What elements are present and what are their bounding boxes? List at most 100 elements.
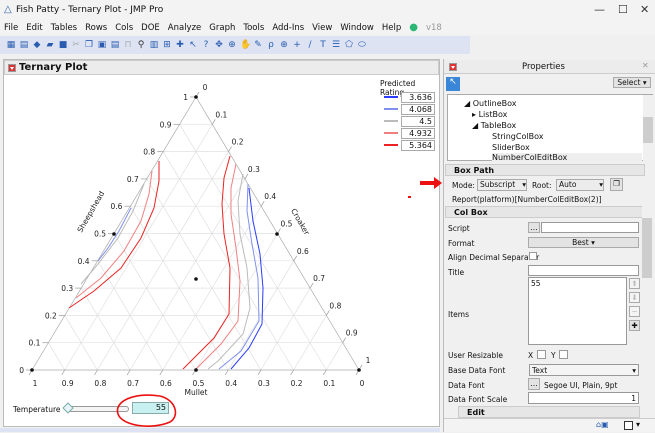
window-list-icon[interactable] [624,421,633,430]
script-icon[interactable]: ▤ [110,40,120,50]
font-scale-input[interactable]: 1 [528,392,639,404]
line-icon[interactable]: / [308,40,312,50]
plus-icon[interactable]: + [293,40,301,50]
remove-item-button[interactable]: − [629,306,640,317]
script-ellipsis-button[interactable]: … [528,222,540,233]
edit-header[interactable]: Edit [458,406,640,418]
resizable-x-checkbox[interactable] [537,350,546,359]
select-dropdown[interactable]: Select ▾ [613,77,651,88]
lasso-icon[interactable]: ρ [268,40,274,50]
ellipse-icon[interactable]: ⬭ [358,40,366,50]
script-input[interactable] [541,222,639,233]
menu-edit[interactable]: Edit [26,22,43,33]
sheepshead-tick-label: 0.3 [61,284,73,293]
selection-icon[interactable]: ✥ [215,40,223,50]
help-tool-icon[interactable]: ? [203,40,209,50]
align-checkbox[interactable] [529,252,537,260]
paste-icon[interactable]: ▣ [97,40,107,50]
menu-file[interactable]: File [4,22,19,33]
tick [257,369,262,376]
legend-value[interactable]: 4.068 [401,103,435,115]
search-icon[interactable]: ⚲ [137,40,145,50]
mullet-tick-label: 0 [360,379,365,388]
crosshair-icon[interactable]: ⊕ [228,40,236,50]
tree-item-tablebox[interactable]: ◢ TableBox [472,121,517,130]
move-down-button[interactable]: ⬇ [629,292,640,303]
legend-value[interactable]: 3.636 [401,91,435,103]
menu-help[interactable]: Help [381,22,402,33]
data-table-icon[interactable]: ▥ [149,40,159,50]
col-box-header[interactable]: Col Box [445,206,645,218]
croaker-tick-label: 0.2 [232,138,244,147]
home-icon[interactable]: ⌂▣ [596,420,609,429]
lock-icon[interactable]: ⊓ [124,40,132,50]
copy-path-button[interactable]: ❐ [610,178,623,191]
temperature-slider[interactable] [62,402,129,414]
format-dropdown[interactable]: Best ▾ [528,237,639,248]
minimize-button[interactable]: — [594,3,605,16]
menu-graph[interactable]: Graph [209,22,236,33]
tree-item-numbercoleditbox[interactable]: NumberColEditBox [492,153,642,162]
hand-icon[interactable]: ✋ [240,40,252,50]
root-dropdown[interactable]: Auto ▾ [556,179,604,191]
zoom-icon[interactable]: ⊕ [280,40,288,50]
title-input[interactable] [528,265,639,276]
legend-swatch [384,120,398,122]
ternary-plot-outline[interactable]: Ternary Plot [4,60,439,75]
red-triangle-menu-icon[interactable] [449,63,457,71]
temperature-value-input[interactable]: 55 [132,402,169,414]
items-textarea[interactable]: 55 [528,277,627,345]
maximize-button[interactable]: ☐ [618,3,628,16]
menu-rows[interactable]: Rows [85,22,108,33]
close-button[interactable]: ✕ [640,3,650,16]
grid-line [293,315,327,371]
save-icon[interactable]: ■ [58,40,68,50]
brush-icon[interactable]: ✎ [254,40,262,50]
legend-swatch [384,108,398,110]
contour-4.5 [207,173,251,370]
menu-add-ins[interactable]: Add-Ins [272,22,305,33]
resizable-y-checkbox[interactable] [559,350,568,359]
tree-item-sliderbox[interactable]: SliderBox [492,143,530,152]
tree-item-stringcolbox[interactable]: StringColBox [492,132,544,141]
legend-value[interactable]: 4.5 [401,115,435,127]
data-font-button[interactable]: … [528,378,540,390]
menu-tables[interactable]: Tables [50,22,78,33]
mode-dropdown[interactable]: Subscript ▾ [477,179,527,191]
base-font-dropdown[interactable]: Text ▾ [529,364,639,376]
grid-line [325,342,344,371]
selection-tool-button[interactable]: ↖ [446,77,460,91]
properties-scrollbar[interactable] [642,206,652,416]
lines-icon[interactable]: ☰ [331,40,341,50]
tree-item-listbox[interactable]: ▸ ListBox [472,110,508,119]
copy-icon[interactable]: ❐ [84,40,94,50]
box-path-header[interactable]: Box Path [445,164,645,176]
red-triangle-menu-icon[interactable] [8,63,16,72]
legend-value[interactable]: 4.932 [401,127,435,139]
menu-window[interactable]: Window [340,22,374,33]
tree-item-outlinebox[interactable]: ◢ OutlineBox [464,99,517,108]
python-icon[interactable]: ◆ [33,40,41,50]
mullet-tick-label: 0.9 [62,379,74,388]
menu-cols[interactable]: Cols [115,22,134,33]
legend-value[interactable]: 5.364 [401,139,435,151]
menu-analyze[interactable]: Analyze [167,22,202,33]
polygon-icon[interactable]: ⬠ [345,40,353,50]
open-icon[interactable]: ▰ [46,40,54,50]
add-icon[interactable]: ✚ [176,40,184,50]
tree-scrollbar[interactable] [643,95,653,161]
menu-doe[interactable]: DOE [141,22,160,33]
add-item-button[interactable]: ✚ [629,320,640,331]
menu-view[interactable]: View [312,22,333,33]
binoculars-icon[interactable]: ⊞ [163,40,171,50]
text-icon[interactable]: T [320,40,326,50]
dropdown-arrow-icon[interactable]: ▾ [636,420,641,429]
menu-tools[interactable]: Tools [243,22,265,33]
status-bar: ⌂▣ ▾ [444,418,655,432]
close-panel-icon[interactable]: ✕ [642,61,649,70]
new-table-icon[interactable]: ▦ [6,40,16,50]
new-script-icon[interactable]: ▤ [19,40,29,50]
cut-icon[interactable]: ✂ [72,40,80,50]
move-up-button[interactable]: ⬆ [629,278,640,289]
arrow-tool-icon[interactable]: ↖ [189,40,197,50]
